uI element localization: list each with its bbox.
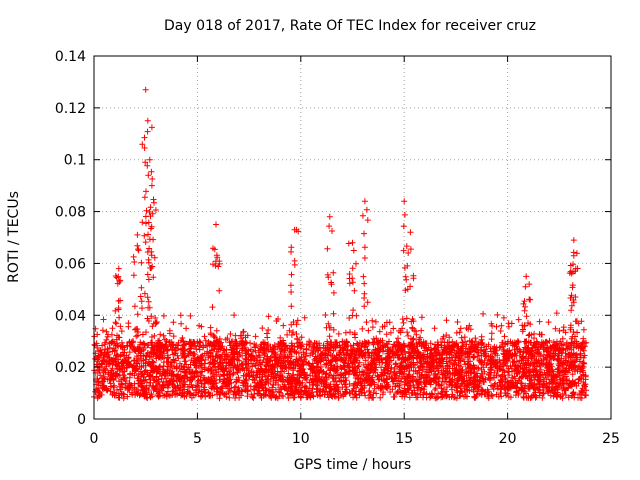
y-tick-label: 0.04 bbox=[55, 308, 86, 324]
x-tick-label: 15 bbox=[395, 431, 413, 447]
grid-lines bbox=[94, 56, 611, 419]
x-tick-label: 5 bbox=[193, 431, 202, 447]
chart-title: Day 018 of 2017, Rate Of TEC Index for r… bbox=[163, 18, 537, 34]
y-tick-label: 0.08 bbox=[55, 205, 86, 221]
scatter-marks bbox=[91, 86, 590, 402]
y-tick-label: 0.06 bbox=[55, 256, 86, 272]
x-tick-label: 25 bbox=[602, 431, 620, 447]
y-tick-label: 0.02 bbox=[55, 360, 86, 376]
y-tick-label: 0.12 bbox=[55, 101, 86, 117]
x-tick-label: 10 bbox=[292, 431, 310, 447]
x-tick-label: 0 bbox=[90, 431, 99, 447]
plot-frame bbox=[93, 55, 612, 420]
data-points bbox=[91, 86, 590, 402]
y-tick-label: 0.1 bbox=[64, 153, 86, 169]
axis-ticks: 0 5 10 15 20 25 0 0.02 0.04 0.06 0.08 0.1 0.12 0.14 bbox=[55, 49, 620, 447]
x-axis-label: GPS time / hours bbox=[293, 457, 412, 473]
y-axis-label: ROTI / TECUs bbox=[6, 191, 22, 283]
y-tick-label: 0.14 bbox=[55, 49, 86, 65]
y-tick-label: 0 bbox=[77, 412, 86, 428]
x-tick-label: 20 bbox=[499, 431, 517, 447]
